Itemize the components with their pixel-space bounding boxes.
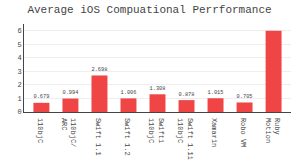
svg-text:0.878: 0.878 — [179, 92, 195, 98]
svg-text:i10bjC/ARC: i10bjC/ARC — [60, 118, 77, 147]
svg-text:Swift 1.1: Swift 1.1 — [94, 118, 102, 156]
svg-text:0.705: 0.705 — [237, 94, 253, 100]
svg-text:Average iOS Compuational Perrf: Average iOS Compuational Perrformance — [27, 4, 271, 16]
svg-text:Robo VM: Robo VM — [239, 118, 247, 147]
svg-text:0.994: 0.994 — [62, 90, 78, 96]
svg-text:1.308: 1.308 — [150, 86, 166, 92]
svg-text:1: 1 — [17, 95, 21, 103]
svg-text:3: 3 — [17, 68, 21, 76]
svg-text:RubyMotion: RubyMotion — [264, 118, 281, 143]
svg-text:Swift 1.1ii10bjC: Swift 1.1ii10bjC — [176, 118, 193, 160]
svg-text:Swiftii10bjC: Swiftii10bjC — [147, 118, 164, 143]
svg-text:Swift 1.2: Swift 1.2 — [123, 118, 131, 156]
svg-text:1.015: 1.015 — [208, 90, 224, 96]
svg-text:2.698: 2.698 — [92, 67, 108, 73]
svg-text:0: 0 — [17, 108, 21, 116]
svg-text:6: 6 — [17, 27, 21, 35]
svg-text:1.006: 1.006 — [121, 90, 137, 96]
svg-text:2: 2 — [17, 81, 21, 89]
svg-text:Xamarin: Xamarin — [210, 118, 218, 147]
svg-text:0.679: 0.679 — [33, 94, 49, 100]
svg-text:i10bjC: i10bjC — [36, 118, 44, 143]
svg-text:5: 5 — [17, 41, 21, 49]
svg-text:4: 4 — [17, 54, 21, 62]
